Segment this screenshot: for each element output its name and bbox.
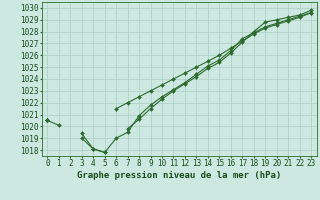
X-axis label: Graphe pression niveau de la mer (hPa): Graphe pression niveau de la mer (hPa): [77, 171, 281, 180]
